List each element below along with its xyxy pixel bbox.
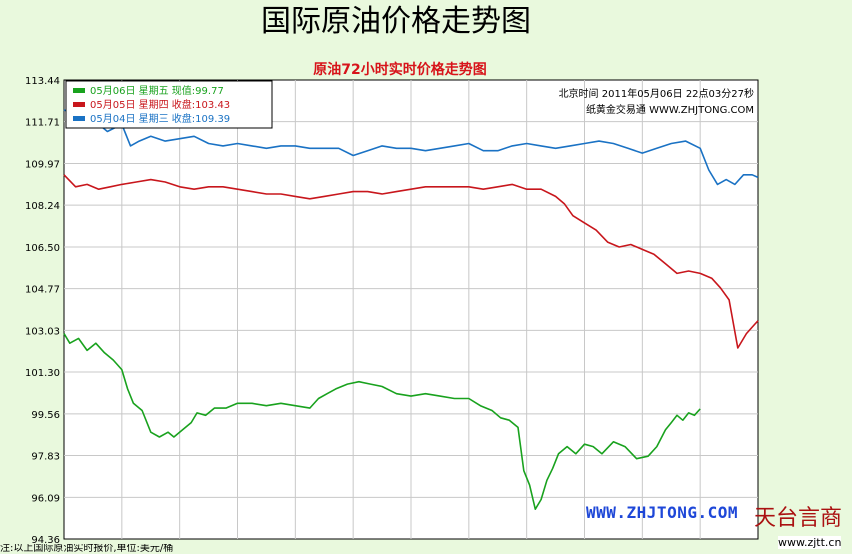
y-tick-label: 106.50 [25, 243, 60, 254]
legend-label: 05月06日 星期五 现值:99.77 [90, 84, 224, 97]
x-axis-ticks: 0 2 4 6 8 10 12 14 16 18 20 22 [61, 543, 707, 544]
x-tick-label: 2 [119, 543, 125, 544]
y-tick-label: 99.56 [31, 410, 60, 421]
series-lines [63, 109, 759, 511]
y-axis-ticks: 113.44 111.71 109.97 108.24 106.50 104.77 103.… [25, 76, 60, 544]
y-tick-label: 108.24 [25, 201, 60, 212]
timestamp-line2: 纸黄金交易通 WWW.ZHJTONG.COM [586, 103, 754, 116]
x-tick-label: 12 [405, 543, 418, 544]
timestamp-line1: 北京时间 2011年05月06日 22点03分27秒 [559, 87, 754, 100]
y-tick-label: 94.36 [31, 535, 60, 544]
x-tick-label: 8 [292, 543, 298, 544]
x-tick-label: 22 [694, 543, 707, 544]
series-line-2 [63, 109, 759, 186]
series-line-1 [63, 174, 759, 349]
footer-note: 注:以上国际原油实时报价,单位:美元/桶 [0, 544, 174, 554]
watermark-site: WWW.ZHJTONG.COM [586, 503, 738, 522]
series-line-0 [63, 333, 701, 511]
legend-label: 05月05日 星期四 收盘:103.43 [90, 98, 230, 111]
price-chart: 113.44 111.71 109.97 108.24 106.50 104.77 103.… [25, 61, 759, 544]
chart-title: 原油72小时实时价格走势图 [313, 61, 486, 78]
logo: 天台言商 [754, 506, 843, 531]
y-tick-label: 111.71 [25, 118, 60, 129]
x-tick-label: 10 [347, 543, 360, 544]
legend-swatch [73, 88, 85, 93]
gridlines [64, 80, 758, 539]
y-tick-label: 104.77 [25, 285, 60, 296]
logo-url: www.zjtt.cn [778, 536, 842, 549]
page-title: 国际原油价格走势图 [261, 4, 531, 39]
y-tick-label: 113.44 [25, 76, 60, 87]
y-tick-label: 97.83 [31, 452, 60, 463]
x-tick-label: 6 [234, 543, 240, 544]
legend-swatch [73, 102, 85, 107]
x-tick-label: 16 [520, 543, 533, 544]
x-tick-label: 18 [578, 543, 591, 544]
x-tick-label: 14 [462, 543, 475, 544]
legend-swatch [73, 116, 85, 121]
y-tick-label: 96.09 [31, 493, 60, 504]
legend-box [65, 80, 273, 129]
legend-label: 05月04日 星期三 收盘:109.39 [90, 112, 230, 125]
x-tick-label: 0 [61, 543, 67, 544]
y-tick-label: 109.97 [25, 159, 60, 170]
x-tick-label: 20 [636, 543, 649, 544]
y-tick-label: 103.03 [25, 326, 60, 337]
x-tick-label: 4 [176, 543, 182, 544]
y-tick-label: 101.30 [25, 368, 60, 379]
